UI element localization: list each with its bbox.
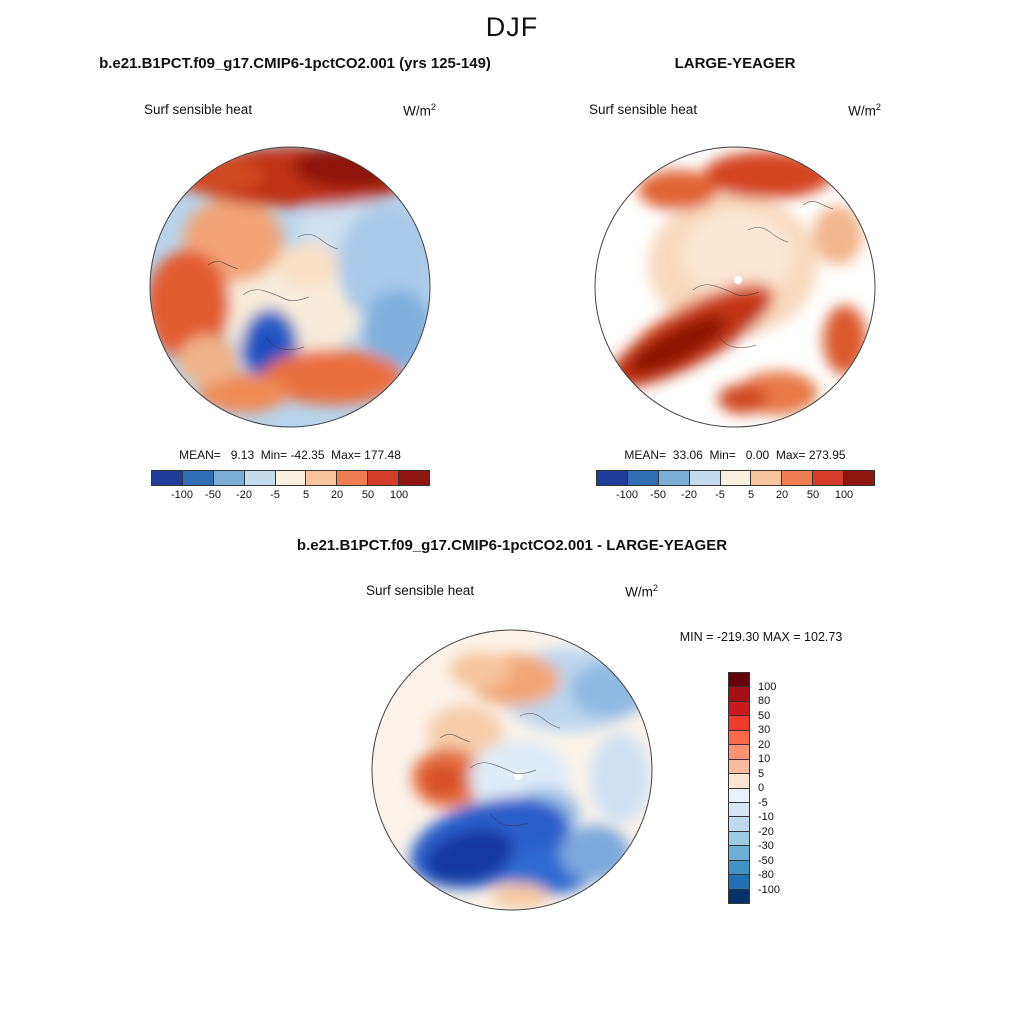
colorbar-segment (729, 801, 749, 817)
colorbar-tick-label: -30 (758, 840, 774, 852)
diff-units-label: W/m2 (625, 583, 658, 600)
obs-units-label: W/m2 (848, 102, 881, 119)
colorbar-segment (597, 471, 627, 485)
obs-field-label: Surf sensible heat (589, 102, 698, 117)
colorbar-segments (151, 470, 430, 486)
colorbar-segment (398, 471, 430, 485)
obs-map (594, 146, 876, 428)
diff-colorbar: 100 80 50 30 20 10 5 0 -5 -10 -20 -30 -50 -80 -100 (728, 672, 780, 904)
colorbar-segment (212, 471, 244, 485)
obs-colorbar: -100 -50 -20 -5 5 20 50 100 (596, 470, 875, 505)
obs-stats: MEAN= 33.06 Min= 0.00 Max= 273.95 (624, 448, 846, 462)
colorbar-tick-label: -50 (758, 854, 774, 867)
colorbar-segment (688, 471, 720, 485)
colorbar-tick-label: -100 (758, 883, 781, 896)
figure-title: DJF (485, 12, 539, 42)
colorbar-tick-label: 5 (747, 489, 755, 501)
colorbar-tick-label: -5 (758, 796, 768, 809)
colorbar-segment (274, 471, 306, 485)
model-units-label: W/m2 (403, 102, 436, 119)
colorbar-segment (367, 471, 399, 485)
colorbar-tick-label: -50 (650, 489, 666, 501)
colorbar-tick-label: 50 (361, 489, 375, 501)
colorbar-tick-labels: -100 -50 -20 -5 5 20 50 100 (151, 489, 430, 505)
colorbar-tick-label: -50 (205, 489, 221, 501)
model-map (149, 146, 431, 428)
colorbar-tick-label: -5 (715, 489, 725, 501)
colorbar-tick-label: -10 (758, 811, 774, 823)
colorbar-tick-label: 30 (758, 724, 771, 736)
colorbar-tick-label: -80 (758, 869, 774, 881)
colorbar-tick-label: -100 (615, 489, 639, 501)
colorbar-tick-label: 20 (330, 489, 344, 501)
colorbar-segment (729, 715, 749, 730)
colorbar-segment (657, 471, 689, 485)
colorbar-tick-label: 50 (758, 709, 771, 722)
colorbar-segment (626, 471, 658, 485)
colorbar-segment (729, 845, 749, 860)
model-panel-title: b.e21.B1PCT.f09_g17.CMIP6-1pctCO2.001 (y… (99, 55, 491, 72)
coastline-lines (207, 234, 339, 351)
colorbar-tick-labels: -100 -50 -20 -5 5 20 50 100 (596, 489, 875, 505)
colorbar-segment (729, 744, 749, 759)
colorbar-tick-label: -20 (681, 489, 697, 501)
colorbar-segment (719, 471, 751, 485)
colorbar-segments (596, 470, 875, 486)
diff-minmax: MIN = -219.30 MAX = 102.73 (679, 630, 843, 644)
colorbar-tick-label: -20 (758, 825, 774, 838)
colorbar-tick-label: 5 (758, 767, 765, 780)
colorbar-segment (181, 471, 213, 485)
colorbar-tick-label: 100 (834, 489, 854, 501)
colorbar-segment (812, 471, 844, 485)
diff-panel-title: b.e21.B1PCT.f09_g17.CMIP6-1pctCO2.001 - … (296, 537, 728, 554)
colorbar-segment (729, 816, 749, 831)
colorbar-segment (729, 700, 749, 716)
colorbar-tick-label: -5 (270, 489, 280, 501)
colorbar-segment (729, 874, 749, 889)
obs-panel-title: LARGE-YEAGER (674, 55, 796, 72)
colorbar-segment (729, 686, 749, 701)
colorbar-segment (729, 830, 749, 846)
diff-field-label: Surf sensible heat (366, 583, 475, 598)
coastline-lines (439, 713, 561, 827)
colorbar-segment (729, 773, 749, 788)
colorbar-tick-label: 20 (758, 738, 771, 751)
obs-field-row: Surf sensible heat W/m2 (589, 102, 881, 119)
colorbar-segment (729, 859, 749, 875)
model-colorbar: -100 -50 -20 -5 5 20 50 100 (151, 470, 430, 505)
diff-field-row: Surf sensible heat W/m2 (366, 583, 658, 600)
colorbar-segment (336, 471, 368, 485)
colorbar-tick-label: -20 (236, 489, 252, 501)
colorbar-segment (750, 471, 782, 485)
colorbar-segment (729, 787, 749, 802)
colorbar-tick-label: 0 (758, 782, 765, 794)
colorbar-segment (729, 673, 749, 687)
colorbar-segment (243, 471, 275, 485)
colorbar-tick-label: 5 (302, 489, 310, 501)
colorbar-segment (781, 471, 813, 485)
colorbar-tick-label: 100 (758, 680, 777, 693)
coastline-lines (692, 201, 834, 349)
colorbar-tick-label: 80 (758, 695, 771, 707)
colorbar-segment (729, 888, 749, 903)
model-stats: MEAN= 9.13 Min= -42.35 Max= 177.48 (179, 448, 401, 462)
colorbar-segment (729, 758, 749, 774)
colorbar-tick-labels: 100 80 50 30 20 10 5 0 -5 -10 -20 -30 -50 -80 -100 (758, 672, 802, 904)
colorbar-tick-label: 100 (389, 489, 409, 501)
colorbar-tick-label: -100 (170, 489, 194, 501)
colorbar-segment (305, 471, 337, 485)
colorbar-tick-label: 20 (775, 489, 789, 501)
model-field-row: Surf sensible heat W/m2 (144, 102, 436, 119)
diff-map (371, 629, 653, 911)
colorbar-segment (843, 471, 875, 485)
colorbar-segments (728, 672, 750, 904)
colorbar-segment (729, 729, 749, 745)
colorbar-tick-label: 10 (758, 753, 771, 765)
colorbar-tick-label: 50 (806, 489, 820, 501)
model-field-label: Surf sensible heat (144, 102, 253, 117)
colorbar-segment (152, 471, 182, 485)
